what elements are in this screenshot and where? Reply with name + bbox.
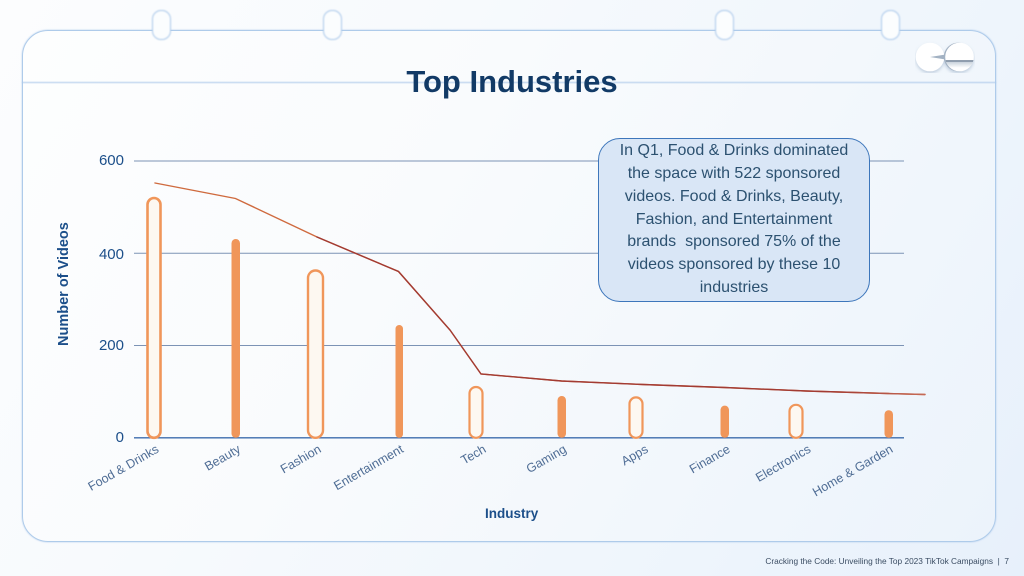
svg-text:600: 600 bbox=[99, 152, 124, 169]
svg-text:200: 200 bbox=[99, 337, 124, 354]
svg-text:400: 400 bbox=[99, 246, 124, 263]
svg-text:0: 0 bbox=[116, 429, 124, 446]
